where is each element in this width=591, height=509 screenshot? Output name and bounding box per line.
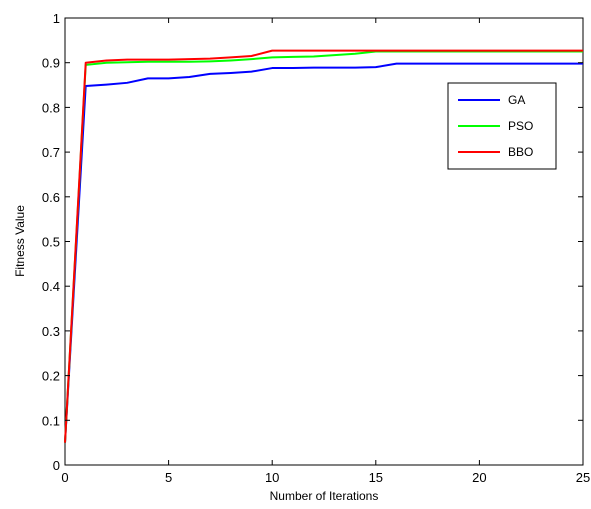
y-axis-title: Fitness Value [13,205,27,277]
y-tick-label: 0.6 [42,190,60,205]
y-tick-label: 1 [53,11,60,26]
y-tick-label: 0.9 [42,56,60,71]
y-tick-label: 0.4 [42,279,60,294]
y-tick-label: 0.8 [42,100,60,115]
y-tick-label: 0 [53,458,60,473]
series-line-bbo [64,49,583,443]
x-tick-label: 5 [165,470,172,485]
x-axis-title: Number of Iterations [270,489,379,503]
x-tick-label: 10 [265,470,279,485]
y-tick-label: 0.7 [42,145,60,160]
legend-label-pso: PSO [508,119,533,133]
x-tick-label: 25 [576,470,590,485]
tick-layer: 0 5 10 15 20 25 0 0.1 0.2 0.3 0.4 0.5 0.6 0.7 0.8 0.9 1 [42,11,590,485]
y-tick-label: 0.3 [42,324,60,339]
legend-label-ga: GA [508,93,525,107]
y-tick-label: 0.5 [42,235,60,250]
legend: GA PSO BBO [447,82,557,170]
x-tick-label: 20 [472,470,486,485]
series-line-ga [64,62,583,443]
legend-label-bbo: BBO [508,145,533,159]
y-tick-label: 0.1 [42,413,60,428]
y-tick-label: 0.2 [42,369,60,384]
series-layer [64,49,583,443]
x-tick-label: 15 [369,470,383,485]
x-tick-label: 0 [61,470,68,485]
